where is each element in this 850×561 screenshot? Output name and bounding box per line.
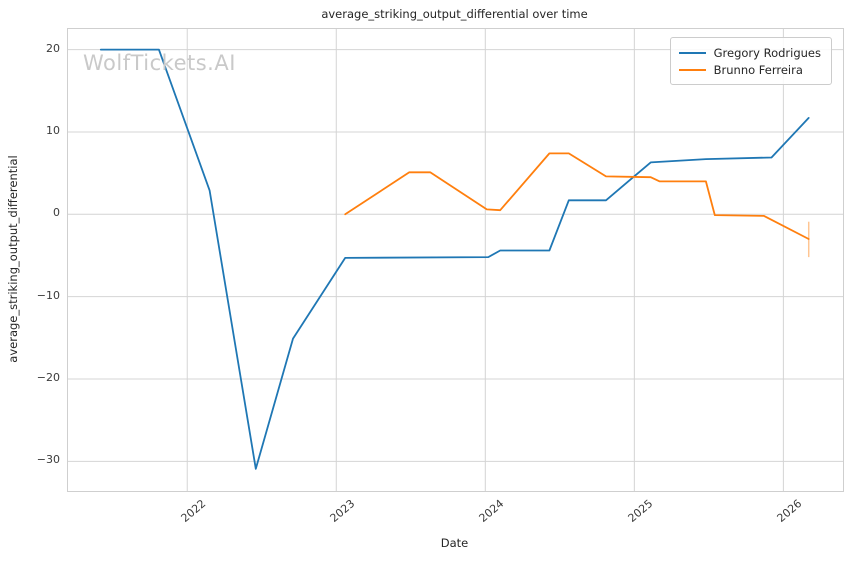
y-axis-label: average_striking_output_differential (6, 155, 20, 363)
x-tick-label: 2023 (327, 497, 358, 525)
chart-title: average_striking_output_differential ove… (321, 7, 588, 21)
watermark: WolfTickets.AI (83, 51, 236, 75)
x-tick-label: 2024 (476, 497, 507, 525)
legend-item: Gregory Rodrigues (678, 44, 821, 61)
y-tick-label: −20 (36, 371, 60, 384)
legend-line-swatch (678, 51, 706, 54)
y-tick-label: −10 (36, 288, 60, 302)
y-tick-label: 20 (46, 41, 60, 55)
x-tick-label: 2022 (178, 497, 209, 525)
legend-item: Brunno Ferreira (678, 61, 821, 78)
series-line-gregory-rodrigues (99, 48, 810, 470)
series-line-brunno-ferreira (344, 152, 810, 240)
plot-area: WolfTickets.AI Gregory Rodrigues Brunno … (67, 28, 844, 492)
legend-line-swatch (678, 68, 706, 71)
y-tick-label: −30 (36, 453, 60, 467)
chart-canvas (68, 29, 843, 491)
x-tick-label: 2025 (625, 497, 656, 525)
legend-label: Gregory Rodrigues (713, 45, 821, 60)
y-tick-label: 10 (46, 123, 60, 137)
y-tick-label: 0 (53, 206, 60, 220)
legend-label: Brunno Ferreira (713, 62, 803, 77)
x-axis-label: Date (440, 536, 469, 550)
legend: Gregory Rodrigues Brunno Ferreira (669, 37, 832, 85)
x-tick-label: 2026 (774, 497, 805, 525)
